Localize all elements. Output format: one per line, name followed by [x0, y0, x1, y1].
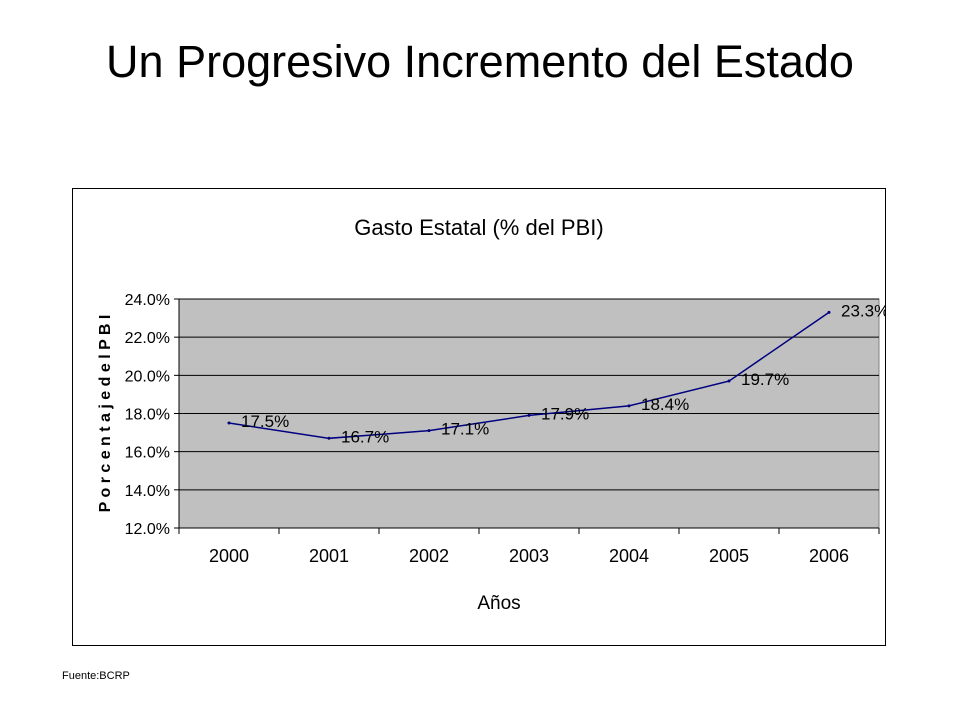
- x-tick-label: 2005: [709, 546, 749, 566]
- y-tick-label: 20.0%: [125, 368, 170, 385]
- y-tick-label: 24.0%: [125, 292, 170, 309]
- data-label: 17.9%: [541, 404, 589, 423]
- x-tick-label: 2001: [309, 546, 349, 566]
- x-axis-label: Años: [477, 593, 520, 614]
- slide-title: Un Progresivo Incremento del Estado: [106, 36, 854, 87]
- chart-title: Gasto Estatal (% del PBI): [354, 215, 603, 240]
- y-axis-label: P o r c e n t a j e d e l P B I: [97, 315, 114, 513]
- y-tick-label: 18.0%: [125, 407, 170, 424]
- data-label: 23.3%: [841, 301, 885, 320]
- data-point: [227, 421, 231, 425]
- x-tick-label: 2006: [809, 546, 849, 566]
- data-point: [327, 436, 331, 440]
- y-tick-label: 16.0%: [125, 445, 170, 462]
- data-point: [527, 413, 531, 417]
- data-point: [727, 379, 731, 383]
- source-note: Fuente:BCRP: [62, 670, 130, 682]
- x-tick-label: 2003: [509, 546, 549, 566]
- y-tick-label: 12.0%: [125, 521, 170, 538]
- data-label: 16.7%: [341, 427, 389, 446]
- x-tick-label: 2002: [409, 546, 449, 566]
- chart-frame: Gasto Estatal (% del PBI) 12.0% 14.0% 16.0%…: [72, 188, 886, 646]
- y-tick-label: 22.0%: [125, 330, 170, 347]
- data-point: [427, 429, 431, 433]
- y-tick-label: 14.0%: [125, 483, 170, 500]
- line-chart: Gasto Estatal (% del PBI) 12.0% 14.0% 16.0%…: [97, 215, 885, 614]
- data-label: 17.5%: [241, 412, 289, 431]
- x-tick-label: 2004: [609, 546, 649, 566]
- data-label: 17.1%: [441, 420, 489, 439]
- data-label: 18.4%: [641, 395, 689, 414]
- data-label: 19.7%: [741, 370, 789, 389]
- data-point: [827, 310, 831, 314]
- x-tick-label: 2000: [209, 546, 249, 566]
- data-point: [627, 404, 631, 408]
